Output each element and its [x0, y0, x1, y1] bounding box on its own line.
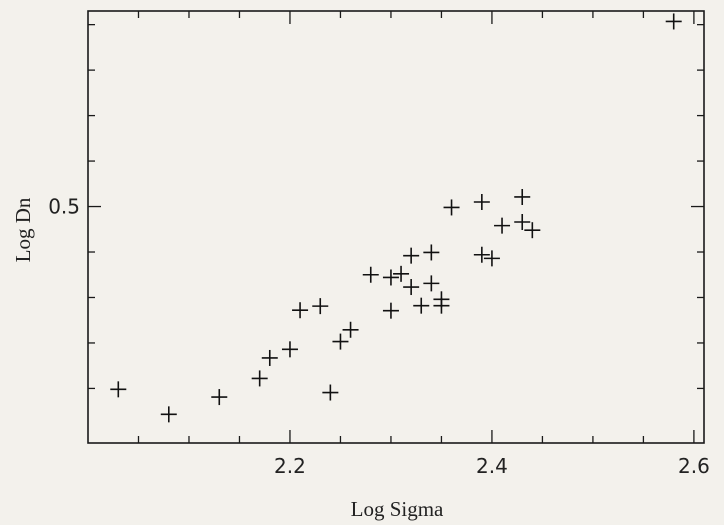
data-point	[473, 246, 490, 263]
data-point	[413, 297, 430, 314]
data-point	[382, 302, 399, 319]
data-point	[423, 244, 440, 261]
minor-ticks	[88, 11, 704, 443]
data-point	[261, 349, 278, 366]
data-point	[342, 321, 359, 338]
data-point	[382, 269, 399, 286]
data-point	[251, 370, 268, 387]
data-point	[473, 193, 490, 210]
data-point	[665, 13, 682, 30]
x-tick-label: 2.2	[274, 454, 306, 478]
data-point	[443, 199, 460, 216]
plot-frame	[87, 10, 705, 444]
data-point	[160, 406, 177, 423]
data-point	[403, 247, 420, 264]
data-point	[524, 222, 541, 239]
tick-labels: 2.2 2.4 2.6 0.5	[48, 195, 710, 478]
data-point	[514, 188, 531, 205]
data-point	[403, 279, 420, 296]
data-point	[393, 265, 410, 282]
data-point	[322, 384, 339, 401]
x-tick-label: 2.6	[678, 454, 710, 478]
x-tick-label: 2.4	[476, 454, 508, 478]
data-point	[281, 341, 298, 358]
data-point	[483, 250, 500, 267]
data-point	[292, 302, 309, 319]
data-point	[211, 389, 228, 406]
y-tick-label: 0.5	[48, 195, 80, 219]
data-point	[423, 275, 440, 292]
data-point	[514, 213, 531, 230]
y-axis-title: Log Dn	[11, 197, 35, 262]
x-axis-title: Log Sigma	[351, 497, 444, 521]
data-point	[312, 298, 329, 315]
data-point	[362, 266, 379, 283]
data-markers	[110, 13, 682, 423]
data-point	[433, 297, 450, 314]
major-ticks	[88, 11, 704, 443]
data-point	[494, 217, 511, 234]
data-point	[332, 333, 349, 350]
data-point	[110, 381, 127, 398]
